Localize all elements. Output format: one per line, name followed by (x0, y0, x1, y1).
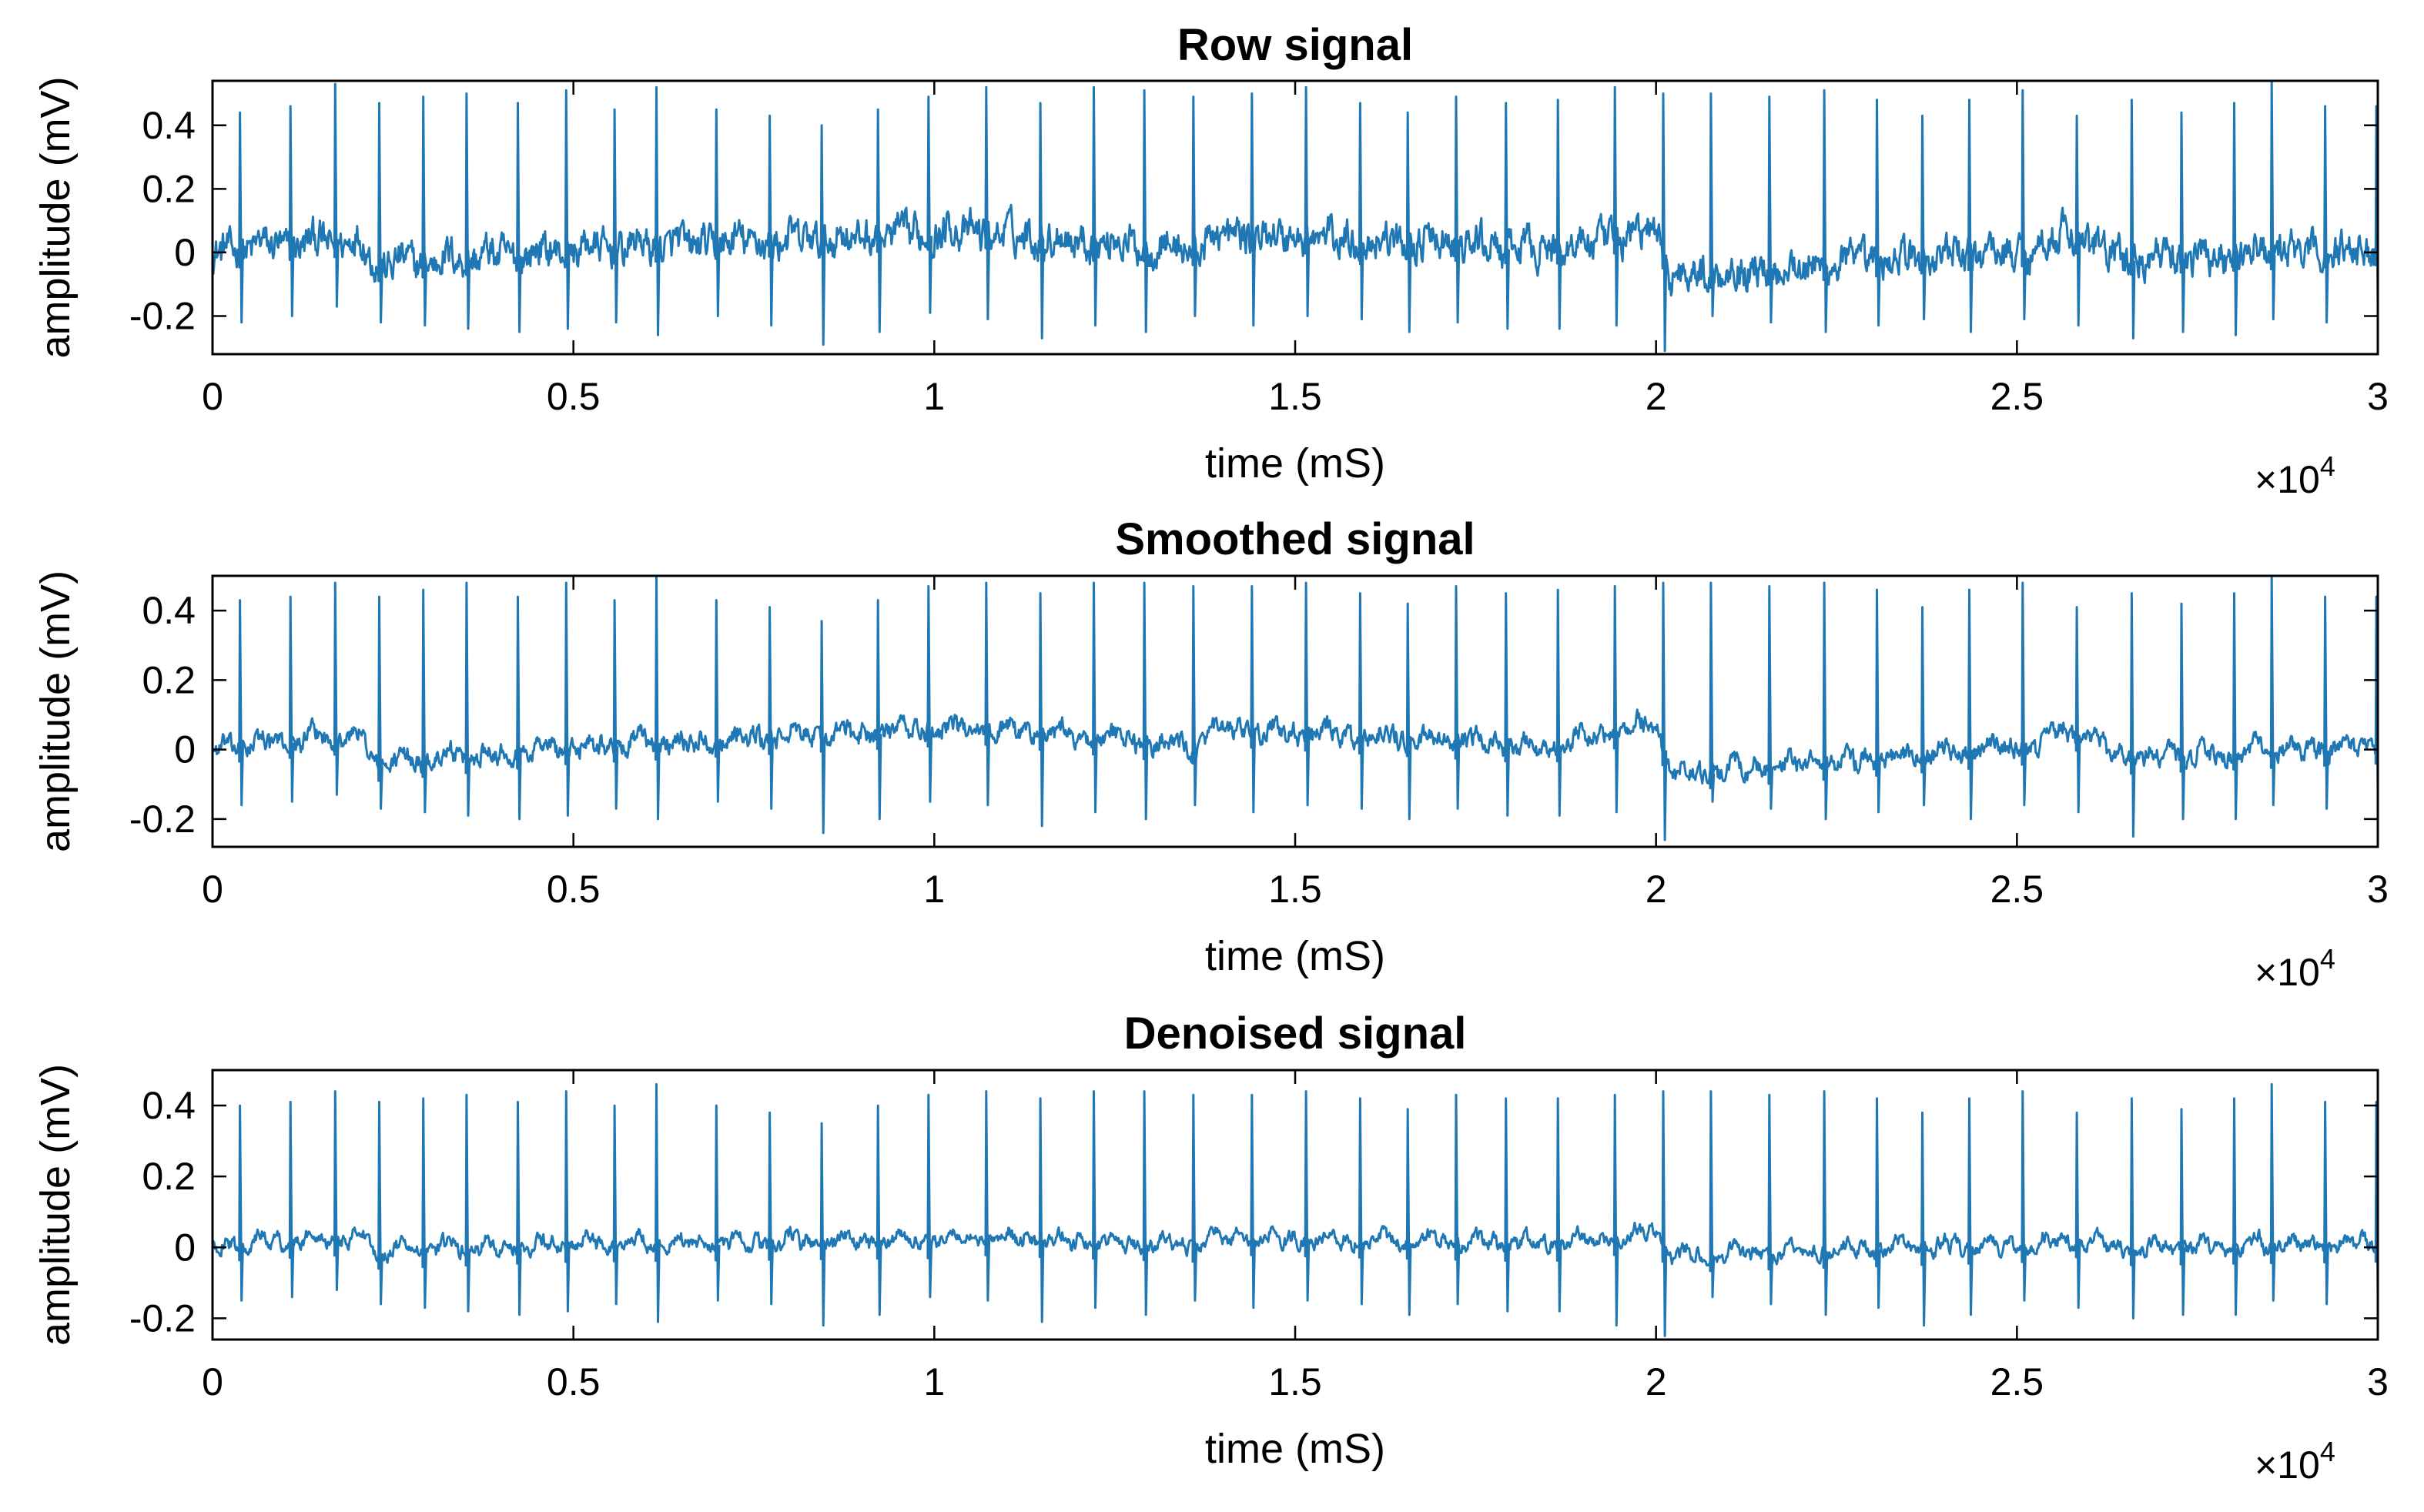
multiplier-exponent: 4 (2320, 943, 2335, 975)
x-tick-label: 2 (1646, 868, 1667, 911)
x-tick-label: 3 (2367, 375, 2389, 418)
x-tick-label: 1 (923, 1360, 945, 1403)
y-tick-label: 0 (174, 231, 196, 274)
x-axis-multiplier: ×104 (2255, 450, 2335, 501)
y-tick-label: 0.4 (142, 1084, 196, 1127)
x-tick-label: 2 (1646, 1360, 1667, 1403)
plot-frame (211, 574, 2379, 848)
multiplier-base: ×10 (2255, 458, 2320, 501)
y-axis-label: amplitude (mV) (32, 570, 79, 852)
multiplier-exponent: 4 (2320, 450, 2335, 482)
smoothed-signal-panel: Smoothed signal amplitude (mV) time (mS)… (32, 514, 2389, 994)
x-tick-label: 3 (2367, 868, 2389, 911)
x-tick-label: 1.5 (1268, 375, 1322, 418)
y-tick-label: 0.2 (142, 167, 196, 210)
y-tick-label: 0 (174, 728, 196, 771)
chart-title: Row signal (1177, 20, 1413, 70)
y-tick-label: 0.4 (142, 104, 196, 147)
x-tick-label: 3 (2367, 1360, 2389, 1403)
x-tick-label: 2.5 (1990, 868, 2044, 911)
x-tick-label: 0 (202, 868, 223, 911)
x-axis-label: time (mS) (1205, 440, 1385, 487)
multiplier-base: ×10 (2255, 951, 2320, 994)
chart-title: Denoised signal (1124, 1009, 1467, 1059)
x-tick-label: 1.5 (1268, 868, 1322, 911)
x-tick-label: 2.5 (1990, 375, 2044, 418)
x-axis-label: time (mS) (1205, 1426, 1385, 1472)
x-tick-label: 2.5 (1990, 1360, 2044, 1403)
x-tick-label: 0.5 (547, 868, 601, 911)
row-signal-panel: Row signal amplitude (mV) time (mS) ×104… (32, 20, 2389, 501)
x-tick-label: 0.5 (547, 375, 601, 418)
x-axis-multiplier: ×104 (2255, 943, 2335, 994)
x-tick-label: 0.5 (547, 1360, 601, 1403)
plot-frame (211, 1069, 2379, 1341)
y-tick-label: 0.4 (142, 589, 196, 632)
multiplier-base: ×10 (2255, 1443, 2320, 1487)
x-axis-multiplier: ×104 (2255, 1436, 2335, 1487)
y-tick-label: -0.2 (129, 294, 196, 337)
y-tick-label: 0.2 (142, 1155, 196, 1198)
plot-frame (211, 79, 2379, 356)
signal-line (213, 81, 2378, 353)
x-axis-label: time (mS) (1205, 933, 1385, 979)
chart-title: Smoothed signal (1115, 514, 1475, 564)
y-axis-label: amplitude (mV) (32, 1064, 79, 1346)
y-tick-label: -0.2 (129, 1296, 196, 1340)
signal-line (213, 576, 2378, 841)
denoised-signal-panel: Denoised signal amplitude (mV) time (mS)… (32, 1009, 2389, 1487)
x-tick-label: 2 (1646, 375, 1667, 418)
x-tick-label: 1 (923, 868, 945, 911)
multiplier-exponent: 4 (2320, 1436, 2335, 1467)
x-tick-label: 0 (202, 1360, 223, 1403)
x-tick-label: 1.5 (1268, 1360, 1322, 1403)
signal-line (213, 1082, 2378, 1337)
y-tick-label: -0.2 (129, 798, 196, 841)
x-tick-label: 1 (923, 375, 945, 418)
x-tick-label: 0 (202, 375, 223, 418)
y-tick-label: 0 (174, 1226, 196, 1269)
y-axis-label: amplitude (mV) (32, 76, 79, 358)
y-tick-label: 0.2 (142, 658, 196, 701)
